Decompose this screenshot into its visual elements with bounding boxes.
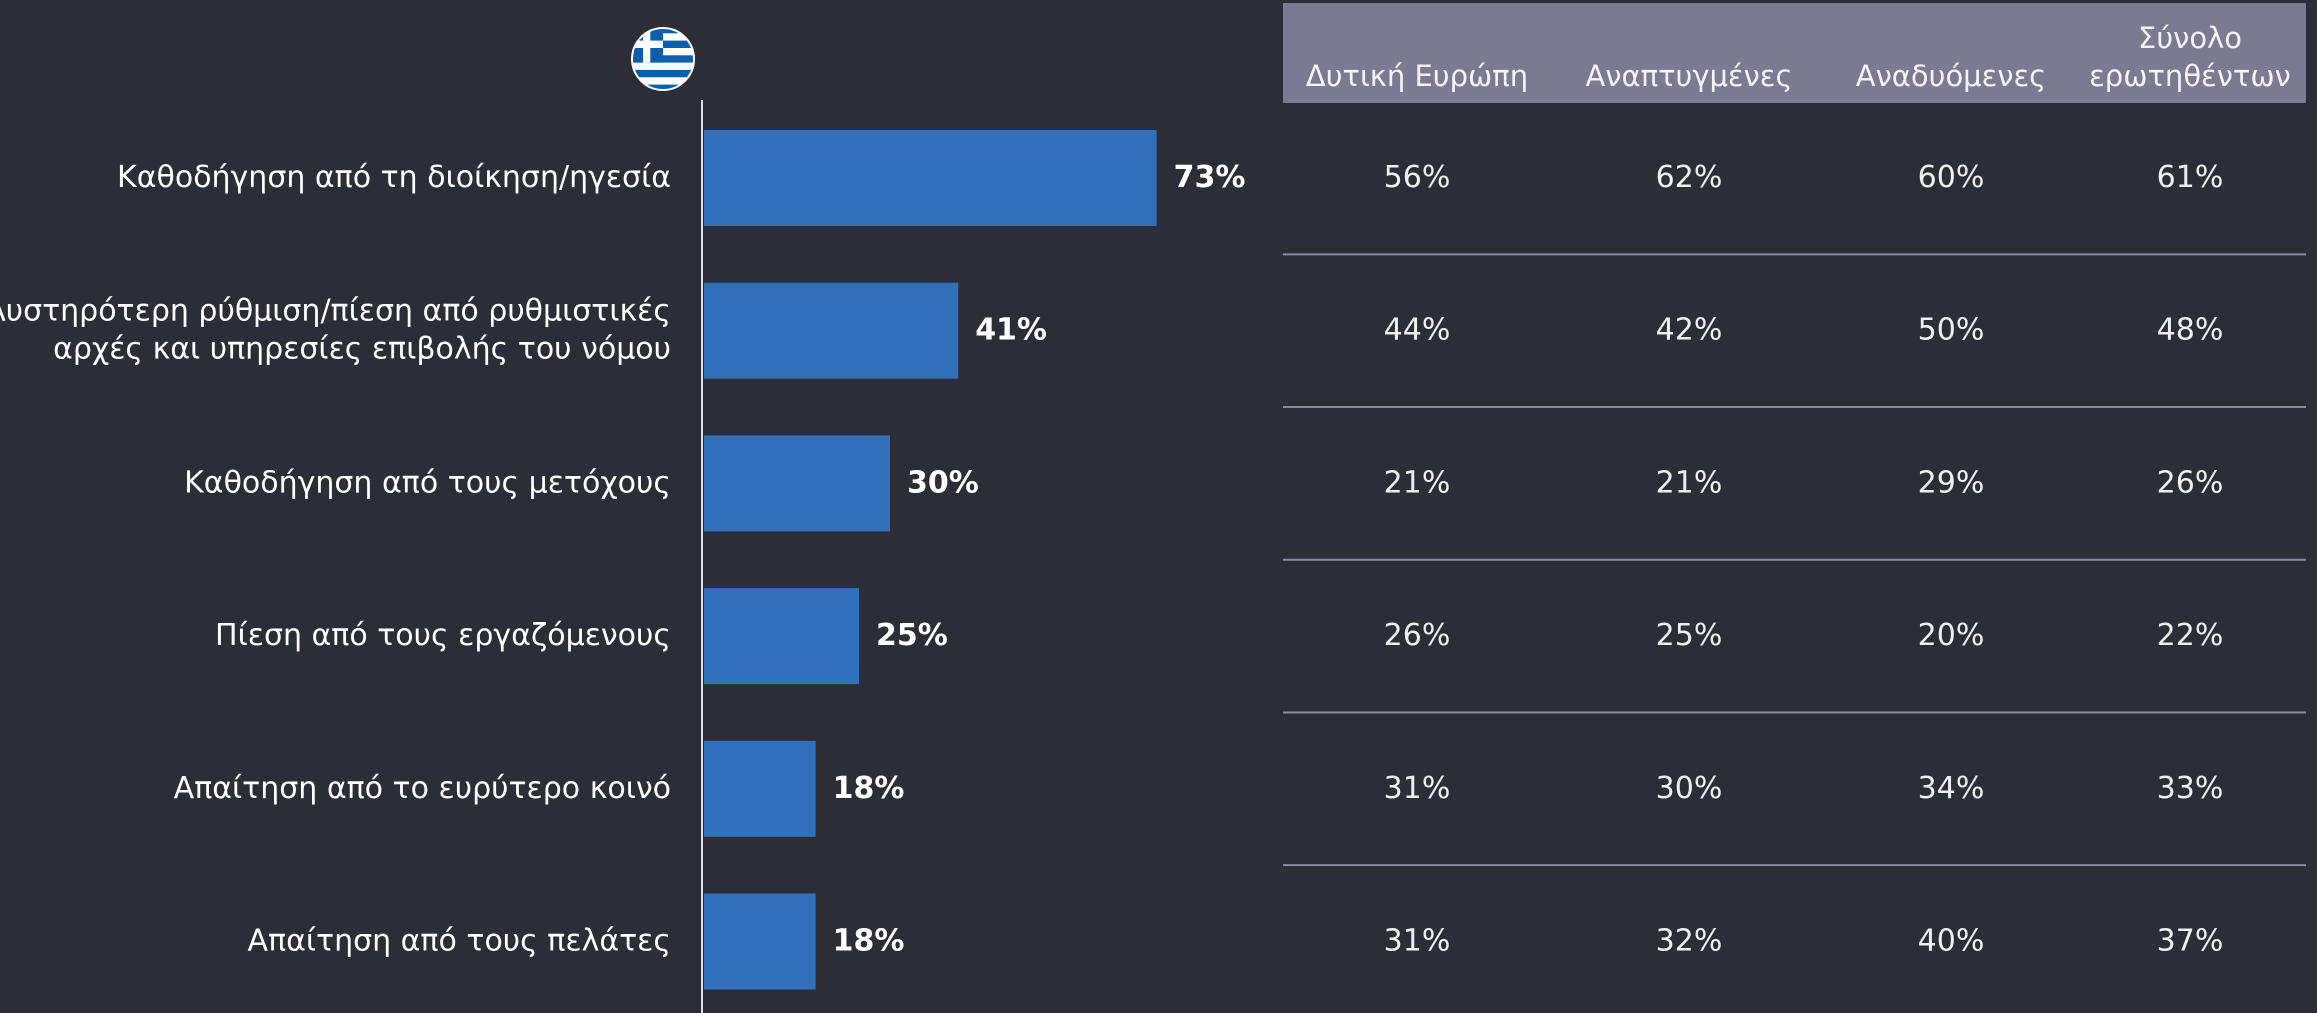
bar — [704, 435, 890, 532]
category-label: Πίεση από τους εργαζόμενους — [215, 618, 671, 653]
table-cell: 42% — [1656, 312, 1723, 347]
table-cell: 62% — [1656, 160, 1723, 195]
value-label: 18% — [833, 923, 905, 958]
category-label: Απαίτηση από το ευρύτερο κοινό — [174, 770, 671, 805]
table-cell: 48% — [2157, 312, 2224, 347]
table-cell: 40% — [1918, 923, 1985, 958]
value-label: 41% — [975, 312, 1047, 347]
value-label: 73% — [1174, 160, 1246, 195]
bar — [704, 130, 1157, 226]
category-label: Απαίτηση από τους πελάτες — [248, 923, 672, 958]
table-cell: 56% — [1384, 160, 1451, 195]
value-label: 18% — [833, 770, 905, 805]
table-cell: 25% — [1656, 618, 1723, 653]
table-cell: 31% — [1384, 770, 1451, 805]
bar — [704, 893, 816, 990]
flag-border — [631, 27, 695, 91]
value-label: 25% — [876, 618, 948, 653]
bar — [704, 282, 959, 379]
table-cell: 44% — [1384, 312, 1451, 347]
table-cell: 33% — [2157, 770, 2224, 805]
value-label: 30% — [907, 465, 979, 500]
table-header: Αναδυόμενες — [1856, 59, 2046, 93]
bar — [704, 588, 859, 685]
table-header: Δυτική Ευρώπη — [1306, 59, 1528, 93]
table-cell: 26% — [1384, 618, 1451, 653]
table-cell: 60% — [1918, 160, 1985, 195]
table-header-bg — [1283, 3, 2306, 103]
table-cell: 61% — [2157, 160, 2224, 195]
table-cell: 29% — [1918, 465, 1985, 500]
table-cell: 31% — [1384, 923, 1451, 958]
table-cell: 20% — [1918, 618, 1985, 653]
table-cell: 21% — [1384, 465, 1451, 500]
table-cell: 37% — [2157, 923, 2224, 958]
flag — [632, 28, 694, 90]
table-cell: 34% — [1918, 770, 1985, 805]
table-cell: 26% — [2157, 465, 2224, 500]
table-header: Σύνολο ερωτηθέντων — [2089, 21, 2291, 93]
table-cell: 30% — [1656, 770, 1723, 805]
category-label: Καθοδήγηση από τη διοίκηση/ηγεσία — [117, 160, 671, 195]
table-cell: 22% — [2157, 618, 2224, 653]
table-cell: 21% — [1656, 465, 1723, 500]
table-cell: 50% — [1918, 312, 1985, 347]
bar — [704, 740, 816, 837]
table-cell: 32% — [1656, 923, 1723, 958]
category-label: Αυστηρότερη ρύθμιση/πίεση από ρυθμιστικέ… — [0, 293, 671, 366]
table-header: Αναπτυγμένες — [1585, 59, 1792, 93]
category-label: Καθοδήγηση από τους μετόχους — [184, 465, 671, 500]
